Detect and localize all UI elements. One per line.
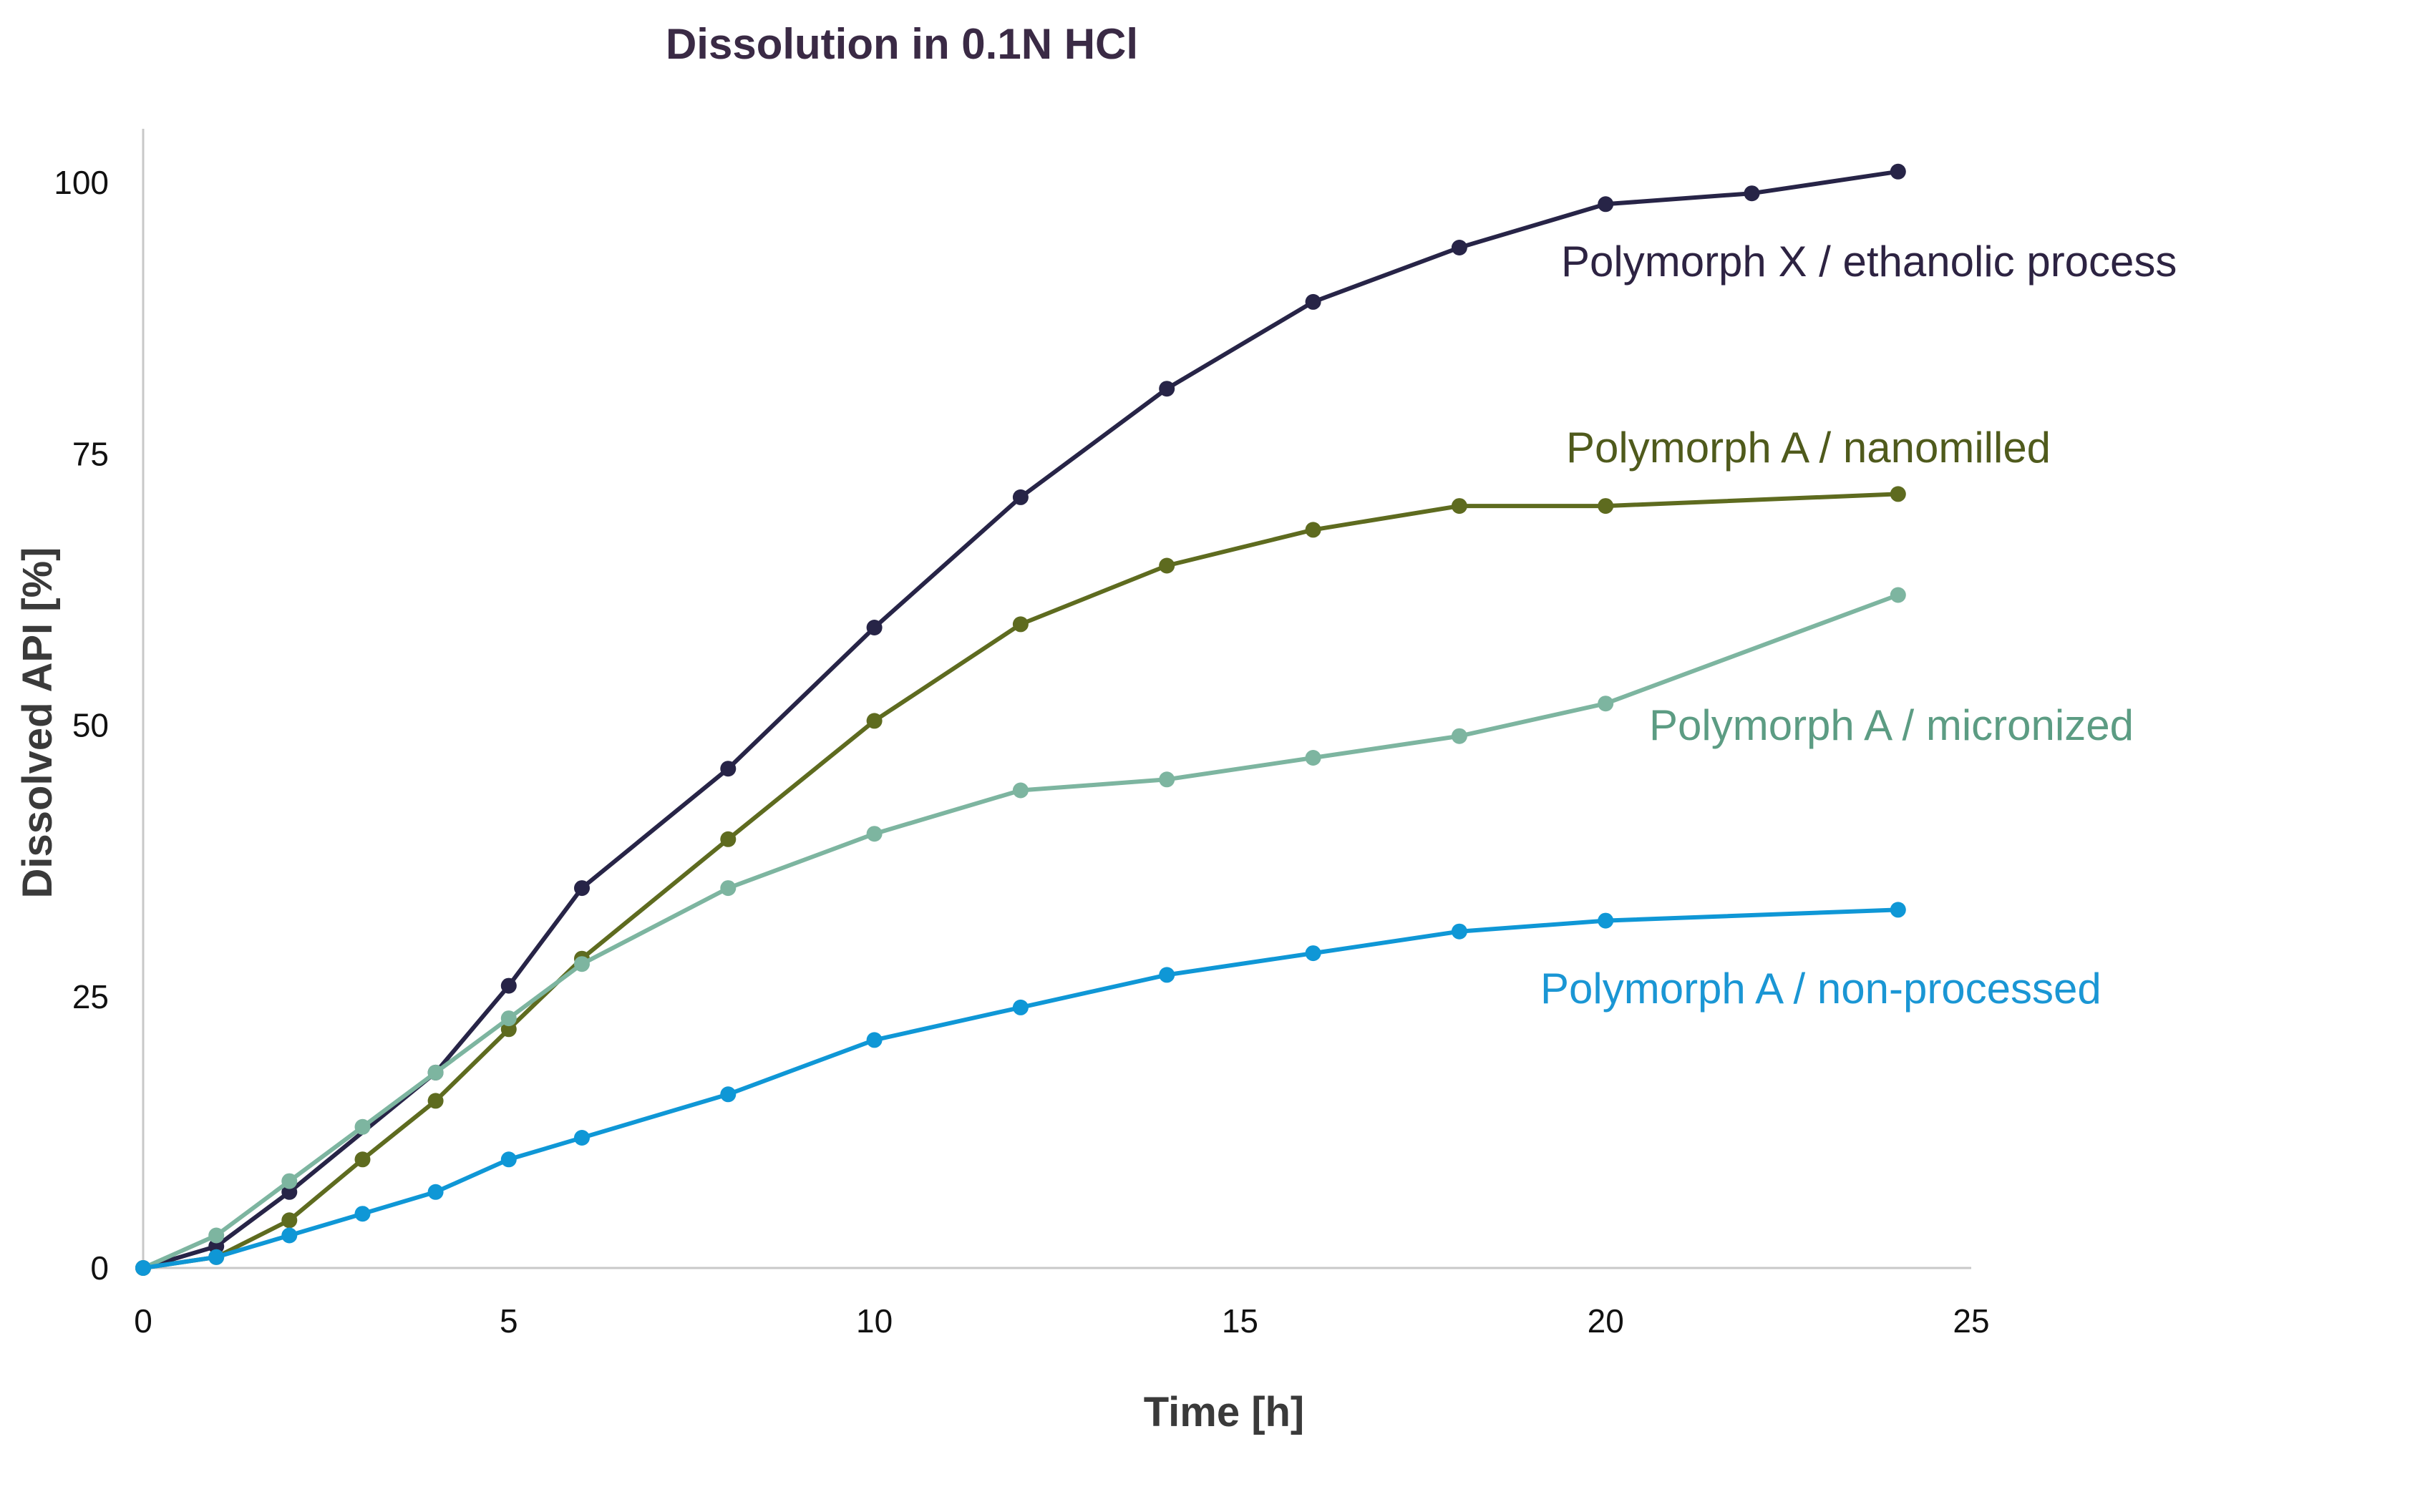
data-point <box>1012 782 1029 799</box>
data-point <box>1305 293 1321 310</box>
series-labels: Polymorph X / ethanolic process Polymorph… <box>1540 238 2177 1013</box>
data-point <box>1012 489 1029 505</box>
data-point <box>866 826 883 842</box>
data-point <box>500 977 517 994</box>
data-point <box>866 1032 883 1048</box>
data-point <box>1451 923 1467 940</box>
x-tick-label: 0 <box>134 1302 152 1340</box>
data-point <box>1451 728 1467 744</box>
data-point <box>1159 381 1175 397</box>
y-tick-label: 75 <box>72 435 109 472</box>
data-point <box>574 1130 590 1146</box>
data-point <box>500 1010 517 1027</box>
data-point <box>574 956 590 972</box>
series-line <box>141 492 1900 1270</box>
data-point <box>1305 522 1321 538</box>
data-point <box>427 1093 444 1109</box>
data-point <box>1744 185 1760 202</box>
y-tick-label: 0 <box>90 1249 109 1287</box>
x-tick-label: 15 <box>1222 1302 1258 1340</box>
data-point <box>281 1227 298 1244</box>
data-point <box>1012 616 1029 633</box>
data-point <box>1890 902 1906 918</box>
data-point <box>354 1118 371 1135</box>
axes <box>142 129 1971 1269</box>
data-point <box>1451 498 1467 514</box>
series-line <box>141 169 1900 1270</box>
series-line <box>141 907 1900 1270</box>
data-point <box>281 1212 298 1229</box>
data-point <box>1890 587 1906 603</box>
series-label: Polymorph A / non-processed <box>1540 965 2101 1013</box>
series-3 <box>135 587 1906 1276</box>
series-label: Polymorph A / micronized <box>1649 701 2134 749</box>
x-tick-label: 10 <box>856 1302 893 1340</box>
x-axis-title: Time [h] <box>1144 1389 1305 1435</box>
series-label: Polymorph A / nanomilled <box>1566 424 2051 472</box>
data-point <box>1451 240 1467 255</box>
data-point <box>427 1184 444 1200</box>
data-point <box>1305 750 1321 766</box>
data-point <box>720 1086 737 1103</box>
data-point <box>866 620 883 635</box>
data-point <box>1159 771 1175 788</box>
data-point <box>208 1249 225 1265</box>
series-4 <box>135 902 1906 1276</box>
data-point <box>1598 912 1614 929</box>
series-group <box>135 163 1906 1276</box>
data-point <box>1305 945 1321 962</box>
data-point <box>208 1227 225 1244</box>
data-point <box>574 880 590 897</box>
data-point <box>720 761 737 777</box>
data-point <box>500 1151 517 1168</box>
data-point <box>1012 999 1029 1015</box>
data-point <box>1890 486 1906 502</box>
chart-title: Dissolution in 0.1N HCl <box>666 20 1138 68</box>
data-point <box>1598 696 1614 712</box>
y-tick-label: 50 <box>72 707 109 744</box>
y-tick-label: 100 <box>54 164 109 201</box>
data-point <box>281 1173 298 1189</box>
data-point <box>208 1238 225 1254</box>
x-tick-label: 5 <box>500 1302 518 1340</box>
data-point <box>720 880 737 897</box>
data-point <box>354 1151 371 1168</box>
data-point <box>354 1206 371 1222</box>
data-point <box>1159 967 1175 983</box>
x-tick-labels: 0 5 10 15 20 25 <box>134 1302 1989 1340</box>
series-line <box>141 592 1900 1270</box>
series-2 <box>135 486 1906 1276</box>
x-tick-label: 20 <box>1588 1302 1624 1340</box>
data-point <box>866 713 883 729</box>
data-point <box>1598 196 1614 213</box>
data-point <box>1890 163 1906 180</box>
data-point <box>281 1184 298 1200</box>
data-point <box>720 831 737 847</box>
y-tick-label: 25 <box>72 978 109 1015</box>
y-axis-title: Dissolved API [%] <box>14 547 61 899</box>
series-1 <box>135 163 1906 1276</box>
series-label: Polymorph X / ethanolic process <box>1561 238 2177 286</box>
data-point <box>427 1064 444 1081</box>
data-point <box>500 1021 517 1038</box>
y-tick-labels: 0 25 50 75 100 <box>54 164 109 1287</box>
data-point <box>135 1260 151 1276</box>
data-point <box>1598 498 1614 514</box>
x-tick-label: 25 <box>1953 1302 1989 1340</box>
data-point <box>1159 557 1175 574</box>
